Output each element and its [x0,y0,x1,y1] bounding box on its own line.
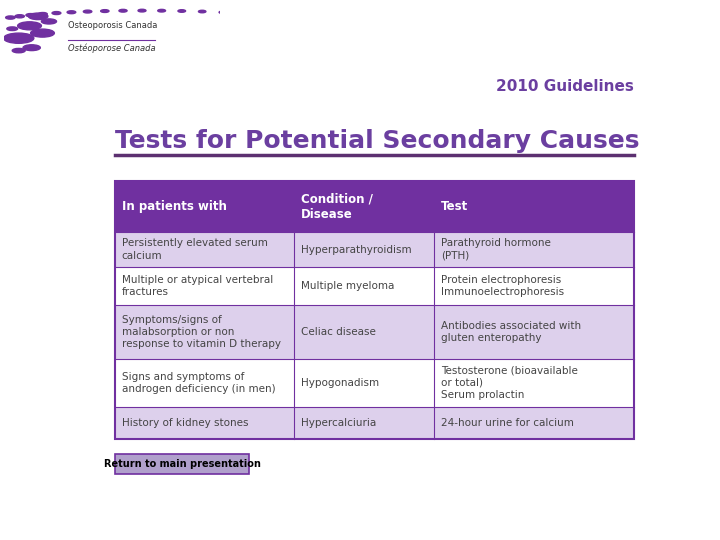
Bar [115,181,634,439]
Text: Signs and symptoms of
androgen deficiency (in men): Signs and symptoms of androgen deficienc… [122,372,276,394]
Circle shape [318,18,323,21]
Circle shape [23,45,40,51]
Circle shape [351,23,356,25]
Circle shape [101,10,109,12]
Bar [115,267,634,305]
Circle shape [7,27,17,31]
Circle shape [240,12,247,15]
Circle shape [119,9,127,12]
Text: Symptoms/signs of
malabsorption or non
response to vitamin D therapy: Symptoms/signs of malabsorption or non r… [122,315,281,349]
Bar [115,454,249,474]
Circle shape [6,16,15,19]
Text: Hypercalciuria: Hypercalciuria [301,418,376,428]
Text: Testosterone (bioavailable
or total)
Serum prolactin: Testosterone (bioavailable or total) Ser… [441,366,578,400]
Text: Hyperparathyroidism: Hyperparathyroidism [301,245,411,255]
Text: Hypogonadism: Hypogonadism [301,378,379,388]
Bar [115,359,634,407]
Text: 2010 Guidelines: 2010 Guidelines [496,79,634,94]
Text: Multiple or atypical vertebral
fractures: Multiple or atypical vertebral fractures [122,275,273,298]
Circle shape [219,11,226,14]
Text: Ostéoporose Canada: Ostéoporose Canada [68,43,156,53]
Circle shape [199,10,206,13]
Circle shape [52,11,61,15]
Circle shape [84,10,92,13]
Circle shape [158,9,166,12]
Bar [115,305,634,359]
Circle shape [299,17,305,19]
Circle shape [67,11,76,14]
Text: In patients with: In patients with [122,200,227,213]
Text: Test: Test [441,200,468,213]
Text: Multiple myeloma: Multiple myeloma [301,281,395,291]
Text: Protein electrophoresis
Immunoelectrophoresis: Protein electrophoresis Immunoelectropho… [441,275,564,298]
Text: Persistently elevated serum
calcium: Persistently elevated serum calcium [122,239,268,261]
Circle shape [4,33,34,43]
Circle shape [138,9,146,12]
Circle shape [42,19,57,24]
Circle shape [29,13,48,19]
Bar [115,232,634,267]
Text: Return to main presentation: Return to main presentation [104,459,261,469]
Text: 24-hour urine for calcium: 24-hour urine for calcium [441,418,574,428]
Bar [115,407,634,439]
Text: Tests for Potential Secondary Causes: Tests for Potential Secondary Causes [115,129,639,153]
Circle shape [334,21,341,23]
Text: Osteoporosis Canada: Osteoporosis Canada [68,22,158,30]
Text: Condition /
Disease: Condition / Disease [301,192,373,221]
Text: History of kidney stones: History of kidney stones [122,418,248,428]
Circle shape [26,14,35,17]
Circle shape [12,49,25,53]
Circle shape [17,22,42,30]
Text: Antibodies associated with
gluten enteropathy: Antibodies associated with gluten entero… [441,321,581,343]
Circle shape [365,26,371,28]
Circle shape [280,15,287,17]
Circle shape [30,29,55,37]
Text: Celiac disease: Celiac disease [301,327,376,337]
Circle shape [178,10,186,12]
Circle shape [38,12,48,16]
Circle shape [260,14,267,16]
Bar [115,181,634,232]
Circle shape [15,15,24,18]
Text: Parathyroid hormone
(PTH): Parathyroid hormone (PTH) [441,239,551,261]
